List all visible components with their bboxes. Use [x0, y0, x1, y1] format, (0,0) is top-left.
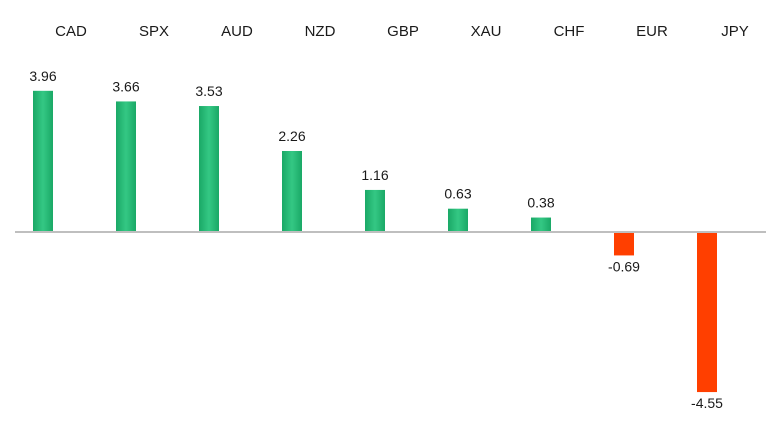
bar-xau	[448, 208, 468, 231]
category-label-nzd: NZD	[305, 23, 336, 40]
value-label-eur: -0.69	[608, 258, 640, 274]
value-label-aud: 3.53	[195, 83, 222, 99]
bar-aud	[199, 106, 219, 231]
value-label-chf: 0.38	[527, 195, 554, 211]
category-label-chf: CHF	[554, 23, 585, 40]
bar-jpy	[697, 231, 717, 393]
value-label-spx: 3.66	[112, 78, 139, 94]
bar-gbp	[365, 189, 385, 231]
bar-cad	[33, 90, 53, 231]
bar-eur	[614, 231, 634, 256]
category-labels: CAD SPX AUD NZD GBP XAU CHF EUR JPY	[55, 23, 749, 40]
category-label-spx: SPX	[139, 23, 169, 40]
bar-nzd	[282, 150, 302, 231]
value-label-xau: 0.63	[444, 186, 471, 202]
category-label-gbp: GBP	[387, 23, 419, 40]
category-label-eur: EUR	[636, 23, 668, 40]
category-label-xau: XAU	[471, 23, 502, 40]
value-label-gbp: 1.16	[361, 167, 388, 183]
bar-chf	[531, 217, 551, 231]
value-labels: 3.96 3.66 3.53 2.26 1.16 0.63 0.38 -0.69 -4.55	[29, 68, 723, 411]
category-label-cad: CAD	[55, 23, 87, 40]
category-label-jpy: JPY	[721, 23, 749, 40]
value-label-nzd: 2.26	[278, 128, 305, 144]
bar-spx	[116, 101, 136, 231]
category-label-aud: AUD	[221, 23, 253, 40]
value-label-jpy: -4.55	[691, 395, 723, 411]
bars	[33, 90, 717, 393]
value-label-cad: 3.96	[29, 68, 56, 84]
